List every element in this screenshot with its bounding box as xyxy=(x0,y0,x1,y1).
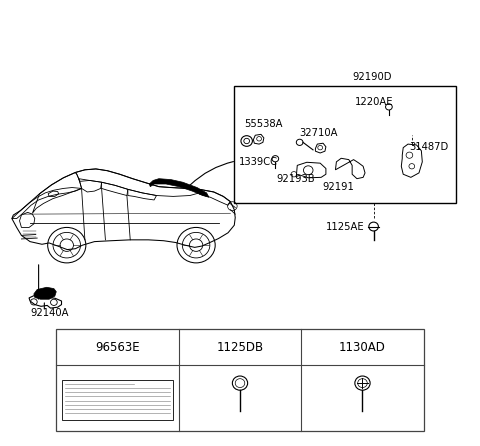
Text: 31487D: 31487D xyxy=(409,142,449,152)
Bar xyxy=(62,380,172,420)
Text: 92140A: 92140A xyxy=(30,308,69,318)
Text: 55538A: 55538A xyxy=(244,119,282,129)
Bar xyxy=(56,330,424,431)
Text: 1130AD: 1130AD xyxy=(339,341,386,354)
Text: 92191: 92191 xyxy=(322,182,354,192)
Text: 1125DB: 1125DB xyxy=(216,341,264,354)
Bar xyxy=(234,86,456,203)
Text: 92193B: 92193B xyxy=(276,173,315,184)
Text: 96563E: 96563E xyxy=(95,341,140,354)
Text: 32710A: 32710A xyxy=(299,128,337,138)
Text: 1125AE: 1125AE xyxy=(326,223,364,232)
Text: 1220AE: 1220AE xyxy=(355,97,393,107)
Text: 1339CC: 1339CC xyxy=(239,157,278,167)
Text: 92190D: 92190D xyxy=(352,72,392,82)
Polygon shape xyxy=(34,287,56,299)
Polygon shape xyxy=(149,179,209,197)
